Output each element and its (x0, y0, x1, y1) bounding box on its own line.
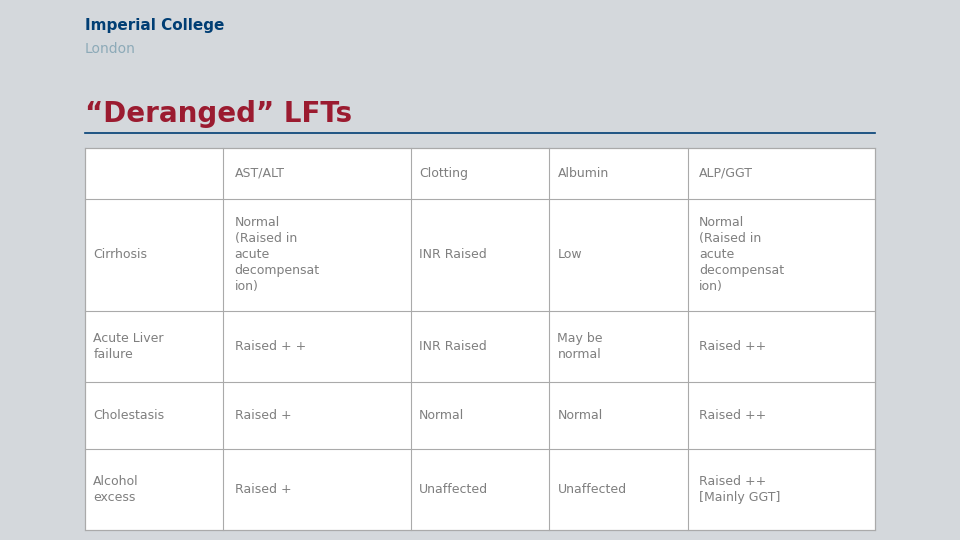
Text: Raised ++: Raised ++ (699, 409, 766, 422)
Text: Normal: Normal (420, 409, 465, 422)
Text: AST/ALT: AST/ALT (234, 167, 284, 180)
Text: Imperial College: Imperial College (85, 18, 225, 33)
Text: Low: Low (558, 248, 582, 261)
Text: Unaffected: Unaffected (558, 483, 627, 496)
Text: Raised +: Raised + (234, 483, 291, 496)
Text: Unaffected: Unaffected (420, 483, 489, 496)
Text: May be
normal: May be normal (558, 332, 603, 361)
Text: INR Raised: INR Raised (420, 248, 487, 261)
Bar (85, 148, 875, 530)
Text: Cholestasis: Cholestasis (93, 409, 164, 422)
Text: Normal: Normal (558, 409, 603, 422)
Text: ALP/GGT: ALP/GGT (699, 167, 753, 180)
Text: Acute Liver
failure: Acute Liver failure (93, 332, 164, 361)
Text: Raised + +: Raised + + (234, 340, 306, 353)
Text: Clotting: Clotting (420, 167, 468, 180)
Text: Raised ++: Raised ++ (699, 340, 766, 353)
Text: Raised +: Raised + (234, 409, 291, 422)
Text: Normal
(Raised in
acute
decompensat
ion): Normal (Raised in acute decompensat ion) (699, 217, 784, 293)
Text: Raised ++
[Mainly GGT]: Raised ++ [Mainly GGT] (699, 475, 780, 504)
Text: “Deranged” LFTs: “Deranged” LFTs (85, 100, 352, 128)
Text: Cirrhosis: Cirrhosis (93, 248, 147, 261)
Text: INR Raised: INR Raised (420, 340, 487, 353)
Text: Normal
(Raised in
acute
decompensat
ion): Normal (Raised in acute decompensat ion) (234, 217, 320, 293)
Text: Alcohol
excess: Alcohol excess (93, 475, 139, 504)
Text: Albumin: Albumin (558, 167, 609, 180)
Text: London: London (85, 42, 136, 56)
